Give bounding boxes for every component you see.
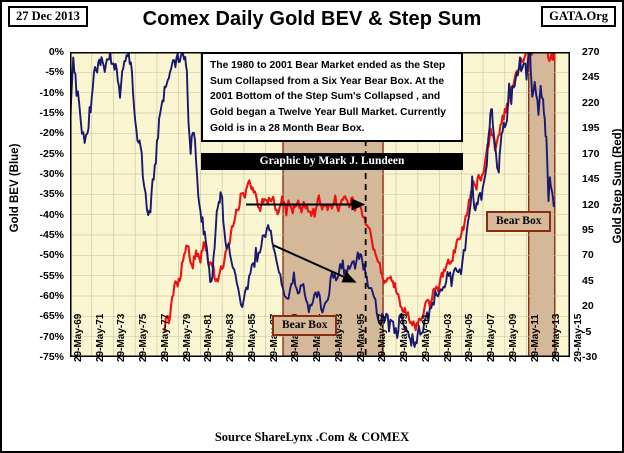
x-axis-tick: 29-May-07 [486, 313, 498, 362]
y-axis-right-tick: 195 [582, 122, 600, 135]
date-box: 27 Dec 2013 [8, 6, 88, 28]
x-axis-tick: 29-May-13 [551, 313, 563, 362]
x-axis-tick: 29-May-69 [73, 313, 84, 362]
y-axis-right-tick: -30 [582, 351, 598, 363]
y-axis-left-tick: -30% [39, 168, 64, 180]
credit-bar: Graphic by Mark J. Lundeen [201, 153, 463, 170]
x-axis-tick: 29-May-77 [159, 313, 171, 362]
y-axis-left-tick: -45% [39, 229, 64, 241]
y-axis-left-tick: -15% [39, 107, 64, 119]
y-axis-right-tick: -5 [582, 325, 592, 338]
x-axis-tick: 29-May-03 [442, 313, 454, 362]
x-axis-tick: 29-May-95 [355, 313, 367, 362]
x-axis-tick: 29-May-05 [464, 313, 476, 362]
x-axis-tick: 29-May-01 [420, 313, 432, 362]
y-axis-left-tick: -75% [39, 351, 64, 363]
shaded-region [528, 52, 555, 357]
x-axis-tick: 29-May-81 [203, 313, 215, 362]
y-axis-left-tick: -60% [39, 290, 64, 302]
bear-box-label-1: Bear Box [272, 315, 338, 336]
y-axis-left-tick: -25% [39, 147, 64, 160]
y-axis-left-tick: -20% [39, 127, 64, 140]
source-note: Source ShareLynx .Com & COMEX [214, 430, 410, 444]
y-axis-right-tick: 45 [582, 274, 594, 287]
y-axis-left-tick: -70% [39, 330, 64, 343]
x-axis-tick: 29-May-71 [94, 313, 106, 362]
x-axis-tick: 29-May-11 [529, 314, 541, 362]
y-axis-left-tick: 0% [48, 46, 64, 58]
bear-box-label-2: Bear Box [486, 211, 552, 232]
x-axis-tick: 29-May-79 [181, 313, 193, 362]
x-axis-tick: 29-May-09 [507, 313, 519, 362]
x-axis-tick: 29-May-97 [377, 313, 389, 362]
x-axis-tick: 29-May-73 [116, 313, 128, 362]
y-axis-right-tick: 245 [582, 71, 600, 84]
y-axis-left-tick: -10% [39, 86, 64, 99]
y-axis-left-tick: -65% [39, 310, 64, 323]
y-axis-right-tick: 95 [582, 223, 594, 236]
y-axis-right-tick: 220 [582, 96, 600, 109]
annotation-arrow [272, 244, 357, 283]
y-axis-left-tick: -35% [39, 188, 64, 201]
annotation-textbox: The 1980 to 2001 Bear Market ended as th… [201, 52, 463, 143]
y-axis-left-tick: -50% [39, 249, 64, 262]
y-axis-right-tick: 170 [582, 147, 600, 160]
x-axis-tick: 29-May-83 [225, 313, 237, 362]
bev-line [70, 52, 556, 348]
source-org-box: GATA.Org [541, 6, 616, 28]
y-axis-right-tick: 20 [582, 300, 594, 313]
y-axis-left-tick: -5% [45, 66, 64, 79]
y-axis-right-tick: 70 [582, 249, 594, 262]
y-axis-left-tick: -40% [39, 208, 64, 221]
page-title: Comex Daily Gold BEV & Step Sum [142, 8, 482, 30]
x-axis-tick: 29-May-15 [573, 313, 584, 362]
y-axis-right-tick: 120 [582, 198, 600, 211]
y-axis-right-tick: 145 [582, 173, 600, 186]
y-axis-left-tick: -55% [39, 269, 64, 282]
y-axis-right-tick: 270 [582, 46, 600, 58]
x-axis-tick: 29-May-99 [399, 313, 411, 362]
x-axis-tick: 29-May-85 [246, 313, 258, 362]
x-axis-tick: 29-May-75 [138, 313, 150, 362]
